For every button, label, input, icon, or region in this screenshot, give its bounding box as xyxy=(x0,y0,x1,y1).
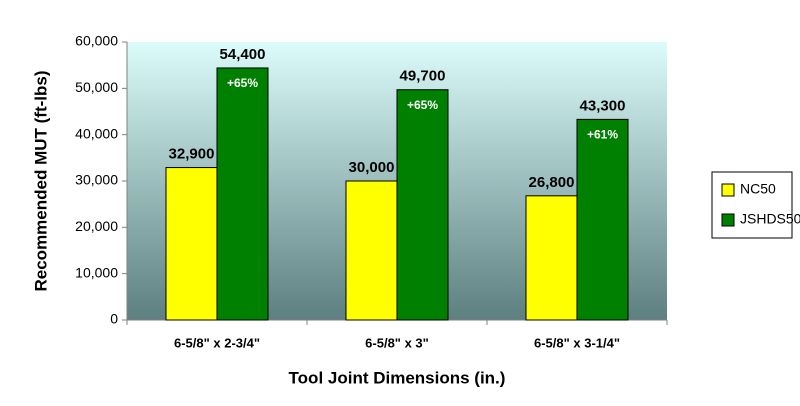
y-tick-label: 30,000 xyxy=(75,172,118,188)
y-tick-label: 40,000 xyxy=(75,125,118,141)
x-tick-label: 6-5/8" x 2-3/4" xyxy=(174,335,260,350)
bar xyxy=(396,89,449,321)
x-tick-label: 6-5/8" x 3-1/4" xyxy=(534,335,620,350)
value-label: 49,700 xyxy=(400,68,446,85)
inner-label: +65% xyxy=(407,98,438,112)
inner-label: +65% xyxy=(227,76,258,90)
value-label: 54,400 xyxy=(220,46,266,63)
y-tick-label: 10,000 xyxy=(75,264,118,280)
value-label: 26,800 xyxy=(529,174,575,191)
y-tick-label: 60,000 xyxy=(75,33,118,49)
legend-swatch xyxy=(721,213,735,227)
value-label: 43,300 xyxy=(580,97,626,114)
x-axis-title: Tool Joint Dimensions (in.) xyxy=(289,368,506,387)
inner-label: +61% xyxy=(587,128,618,142)
legend-swatch xyxy=(721,183,735,197)
y-tick-label: 50,000 xyxy=(75,79,118,95)
value-label: 32,900 xyxy=(169,146,215,163)
bar xyxy=(216,67,269,321)
value-label: 30,000 xyxy=(349,159,395,176)
y-tick-label: 0 xyxy=(110,311,118,327)
y-tick-label: 20,000 xyxy=(75,218,118,234)
bar xyxy=(525,195,578,321)
legend xyxy=(711,171,793,239)
legend-label: JSHDS50 xyxy=(740,211,800,227)
bar xyxy=(165,167,218,321)
bar xyxy=(345,180,398,321)
bar xyxy=(576,118,629,321)
y-axis-title: Recommended MUT (ft-lbs) xyxy=(31,71,50,292)
x-tick-label: 6-5/8" x 3" xyxy=(365,335,429,350)
legend-label: NC50 xyxy=(740,181,776,197)
